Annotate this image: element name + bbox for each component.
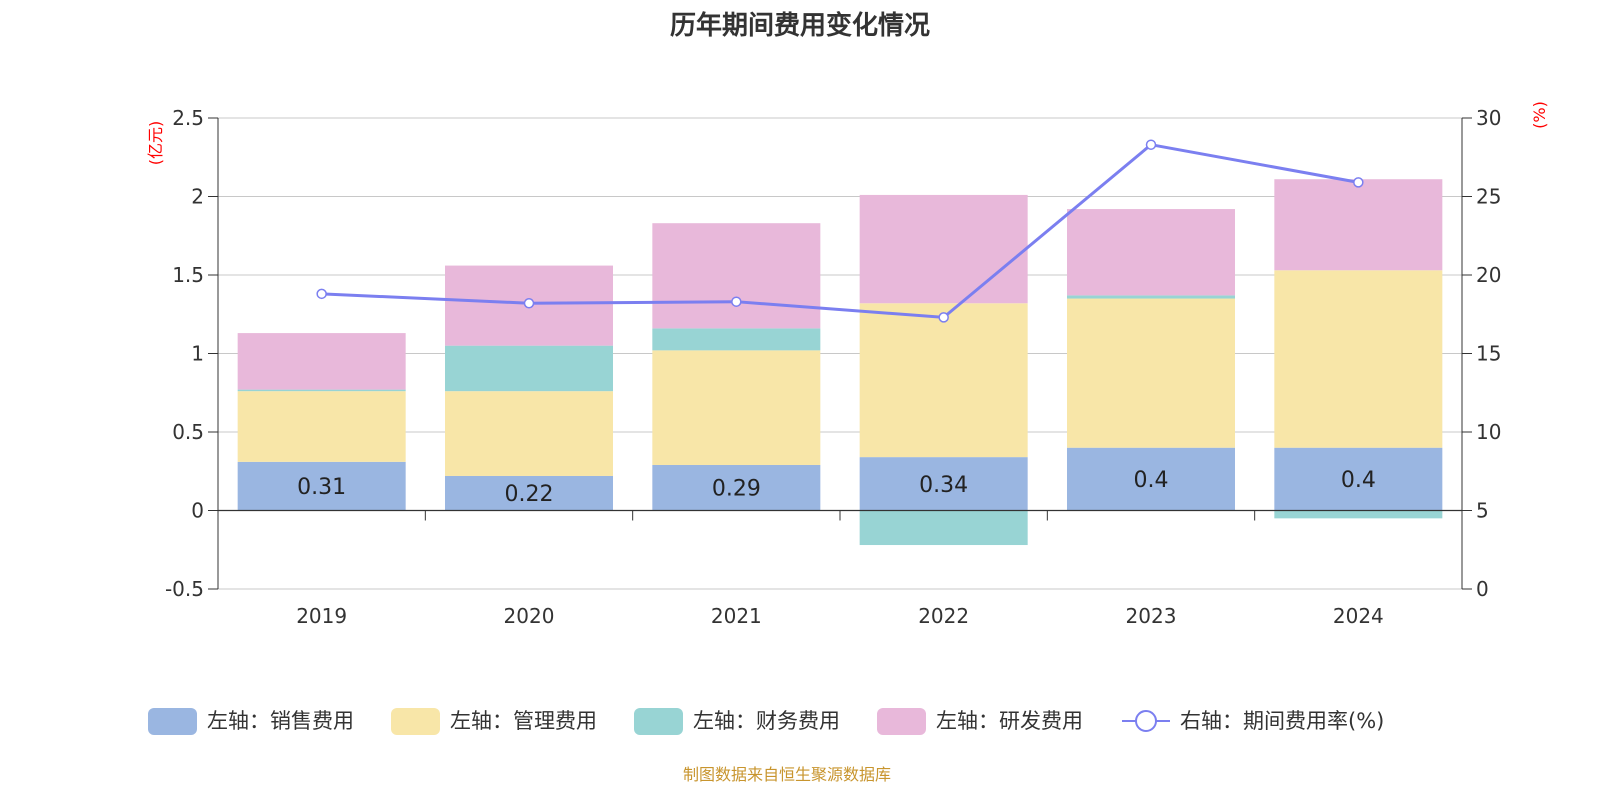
bar [859,303,1028,458]
grid-lines [218,117,1462,590]
bar [1067,295,1235,299]
bar [237,461,406,511]
axes: 2.5 2 1.5 1 0.5 0 -0.5 30 25 20 15 10 5 0 2019 2020 2021… [165,106,1501,628]
legend-label: 左轴：研发费用 [936,709,1083,733]
left-axis-tick-label: 0 [191,499,204,523]
left-axis-tick-label: 2 [191,185,204,209]
right-axis-tick-label: 20 [1476,263,1501,287]
bar [652,223,821,329]
bar-value-label: 0.31 [297,475,346,500]
bar [1274,510,1443,519]
left-axis-tick-label: 0.5 [172,420,204,444]
legend-label: 左轴：财务费用 [693,709,840,733]
source-note: 制图数据来自恒生聚源数据库 [683,765,891,784]
legend-label: 左轴：管理费用 [450,709,597,733]
category-label: 2020 [504,604,555,628]
legend-label: 左轴：销售费用 [207,709,354,733]
chart-title: 历年期间费用变化情况 [670,10,930,41]
rate-line [316,139,1364,323]
legend: 左轴：销售费用 左轴：管理费用 左轴：财务费用 左轴：研发费用 右轴：期间费用率(%) [148,708,1384,735]
bar [1274,270,1443,448]
category-label: 2019 [296,604,347,628]
rate-line-path [321,143,1359,319]
bar [652,328,821,351]
rate-point [1145,139,1157,150]
right-axis-tick-label: 5 [1476,499,1489,523]
bar-value-label: 0.4 [1134,468,1169,493]
bar [859,194,1028,304]
category-label: 2023 [1126,604,1177,628]
category-label: 2021 [711,604,762,628]
bar-value-label: 0.29 [712,477,761,502]
left-axis-tick-label: 1 [191,342,204,366]
category-label: 2022 [918,604,969,628]
bars [237,179,1443,546]
right-axis-tick-label: 25 [1476,185,1501,209]
bar [445,391,613,476]
bar [1274,447,1443,511]
legend-swatch [148,708,197,735]
right-axis-tick-label: 10 [1476,420,1501,444]
bar [445,475,613,511]
bar-value-label: 0.34 [919,473,968,498]
rate-point [316,288,327,300]
bar [1274,179,1443,271]
legend-swatch [877,708,926,735]
legend-marker [1135,710,1157,732]
left-axis-tick-label: -0.5 [165,577,204,601]
right-axis-tick-label: 15 [1476,342,1501,366]
bar [237,389,406,392]
right-axis-unit: (%) [1530,101,1549,129]
legend-swatch [391,708,440,735]
left-axis-tick-label: 1.5 [172,263,204,287]
bar-value-label: 0.4 [1341,468,1376,493]
category-label: 2024 [1333,604,1384,628]
bar [859,457,1028,511]
rate-point [938,312,949,323]
rate-point [1353,177,1364,188]
bar [445,345,613,392]
bar [1067,209,1235,296]
left-axis-tick-label: 2.5 [172,106,204,130]
bar [859,510,1028,546]
bar-value-label: 0.22 [505,482,554,507]
bar [237,391,406,462]
bar [1067,447,1235,511]
bar [652,350,821,465]
bar-labels: 0.31 0.22 0.29 0.34 0.4 0.4 [297,468,1376,507]
rate-point [731,296,742,307]
legend-label: 右轴：期间费用率(%) [1180,709,1384,733]
bar [1067,298,1235,448]
right-axis-tick-label: 0 [1476,577,1489,601]
bar [652,464,821,511]
bar [237,333,406,390]
right-axis-tick-label: 30 [1476,106,1501,130]
rate-point [523,298,535,309]
legend-swatch [634,708,683,735]
left-axis-unit: (亿元) [146,121,165,166]
